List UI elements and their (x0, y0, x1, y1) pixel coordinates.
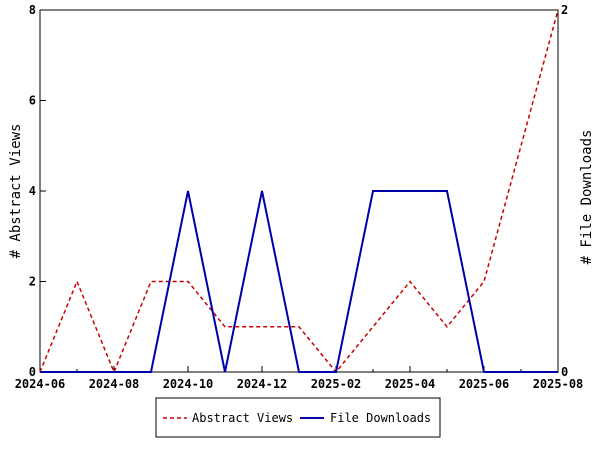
axis-ticks: 2024-06 2024-08 2024-10 2024-12 2025-02 2025-… (15, 3, 584, 391)
series-line-file-downloads (40, 190, 558, 373)
x-tick-label: 2025-06 (459, 377, 510, 391)
legend-box (155, 397, 441, 438)
y-left-tick-label: 8 (29, 3, 36, 17)
series-layer (39, 9, 559, 374)
y-right-tick-label: 0 (561, 365, 568, 379)
x-tick-label: 2025-08 (533, 377, 584, 391)
y-left-tick-label: 4 (29, 184, 36, 198)
y-axis-left-label: # Abstract Views (8, 124, 24, 259)
legend-label-file-downloads: File Downloads (330, 411, 431, 425)
plot-frame (39, 9, 559, 373)
x-tick-label: 2025-02 (311, 377, 362, 391)
x-tick-label: 2024-08 (89, 377, 140, 391)
y-left-tick-label: 6 (29, 94, 36, 108)
y-axis-right-label: # File Downloads (579, 130, 595, 265)
y-left-tick-label: 0 (29, 365, 36, 379)
x-tick-label: 2024-06 (15, 377, 66, 391)
x-tick-label: 2024-10 (163, 377, 214, 391)
x-tick-label: 2025-04 (385, 377, 436, 391)
legend-label-abstract-views: Abstract Views (192, 411, 293, 425)
y-right-tick-label: 2 (561, 3, 568, 17)
series-line-abstract-views (39, 9, 559, 374)
x-tick-label: 2024-12 (237, 377, 288, 391)
legend: Abstract Views File Downloads (155, 397, 441, 438)
y-left-tick-label: 2 (29, 275, 36, 289)
